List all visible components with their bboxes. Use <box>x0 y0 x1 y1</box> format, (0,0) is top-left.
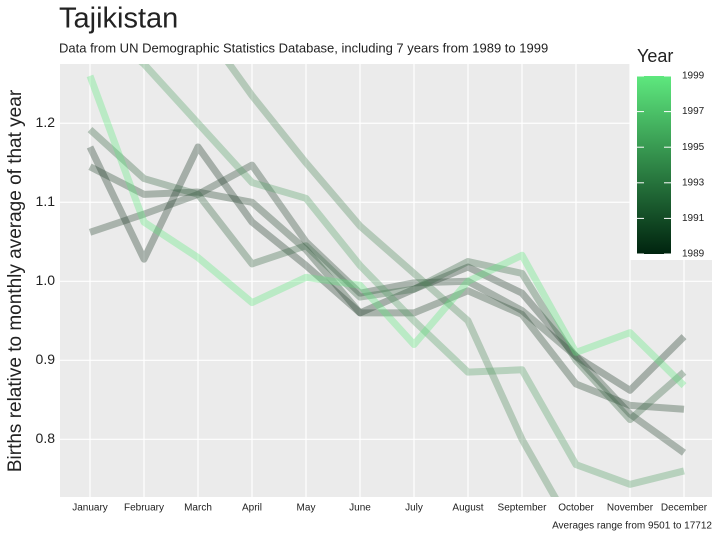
y-axis-label: Births relative to monthly average of th… <box>5 89 26 472</box>
colorbar-label: 1991 <box>682 213 705 224</box>
colorbar-label: 1989 <box>682 249 705 260</box>
series-line <box>86 143 687 394</box>
chart-title: Tajikistan <box>59 3 178 35</box>
series-line <box>224 64 559 497</box>
x-tick-label: October <box>558 503 594 514</box>
legend-title: Year <box>637 46 673 66</box>
y-tick-label: 0.8 <box>36 430 56 446</box>
colorbar-label: 1993 <box>682 177 705 188</box>
plot-panel <box>60 64 712 497</box>
series-line <box>86 74 687 389</box>
x-tick-label: February <box>124 503 164 514</box>
x-tick-label: April <box>242 503 262 514</box>
x-tick-label: November <box>607 503 654 514</box>
x-tick-label: January <box>72 503 108 514</box>
colorbar-label: 1999 <box>682 71 705 82</box>
colorbar-label: 1995 <box>682 142 705 153</box>
y-tick-label: 1.2 <box>36 114 56 130</box>
y-tick-label: 1.0 <box>36 272 56 288</box>
series-line <box>88 163 685 413</box>
x-tick-label: June <box>349 503 371 514</box>
colorbar-label: 1997 <box>682 106 705 117</box>
x-tick-label: May <box>297 503 316 514</box>
caption: Averages range from 9501 to 17712 <box>552 521 712 532</box>
colorbar <box>637 76 671 254</box>
y-tick-label: 0.9 <box>36 351 56 367</box>
subtitle: Data from UN Demographic Statistics Data… <box>59 40 548 55</box>
y-tick-label: 1.1 <box>36 193 56 209</box>
series-line <box>87 126 687 424</box>
x-tick-label: September <box>498 503 548 514</box>
x-tick-label: August <box>452 503 483 514</box>
series-line <box>138 64 685 488</box>
x-tick-label: December <box>661 503 708 514</box>
x-tick-label: March <box>184 503 212 514</box>
x-tick-label: July <box>405 503 423 514</box>
series-line <box>88 161 687 456</box>
